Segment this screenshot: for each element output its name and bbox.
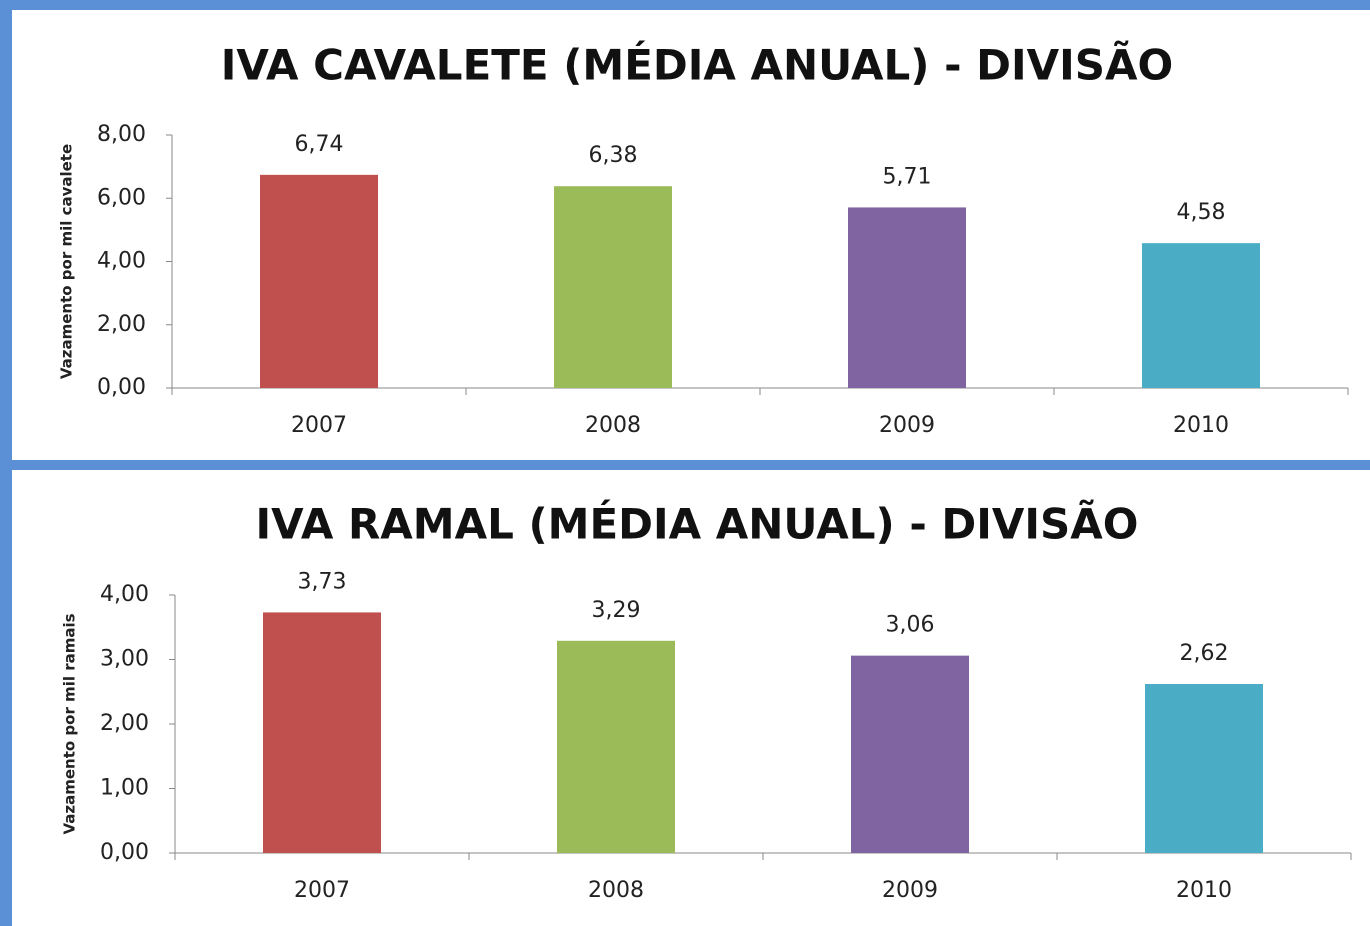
bar [557,640,675,853]
x-tick-label: 2009 [882,878,938,903]
value-label: 5,71 [883,164,932,189]
y-tick-label: 6,00 [97,185,146,210]
y-axis-label: Vazamento por mil cavalete [58,144,76,379]
value-label: 4,58 [1177,200,1226,225]
x-tick-label: 2007 [294,878,350,903]
x-tick-label: 2008 [585,413,641,438]
bar [1145,684,1263,853]
bar [851,655,969,853]
x-tick-label: 2010 [1176,878,1232,903]
y-axis-label: Vazamento por mil ramais [61,613,79,834]
value-label: 6,38 [589,143,638,168]
bar [260,174,378,388]
y-tick-label: 0,00 [97,375,146,400]
y-tick-label: 1,00 [100,776,149,801]
panel [12,470,1370,926]
x-tick-label: 2009 [879,413,935,438]
bar [554,186,672,388]
y-tick-label: 4,00 [100,582,149,607]
value-label: 3,73 [298,569,347,594]
bar [1142,243,1260,388]
chart-title: IVA RAMAL (MÉDIA ANUAL) - DIVISÃO [256,499,1139,549]
value-label: 2,62 [1180,641,1229,666]
value-label: 3,06 [886,613,935,638]
y-tick-label: 2,00 [97,312,146,337]
y-tick-label: 0,00 [100,840,149,865]
y-tick-label: 3,00 [100,647,149,672]
value-label: 6,74 [295,132,344,157]
y-tick-label: 2,00 [100,711,149,736]
value-label: 3,29 [592,598,641,623]
x-tick-label: 2010 [1173,413,1229,438]
chart-title: IVA CAVALETE (MÉDIA ANUAL) - DIVISÃO [221,40,1173,90]
x-tick-label: 2008 [588,878,644,903]
bar [263,612,381,853]
y-tick-label: 8,00 [97,122,146,147]
bar [848,207,966,388]
y-tick-label: 4,00 [97,249,146,274]
x-tick-label: 2007 [291,413,347,438]
